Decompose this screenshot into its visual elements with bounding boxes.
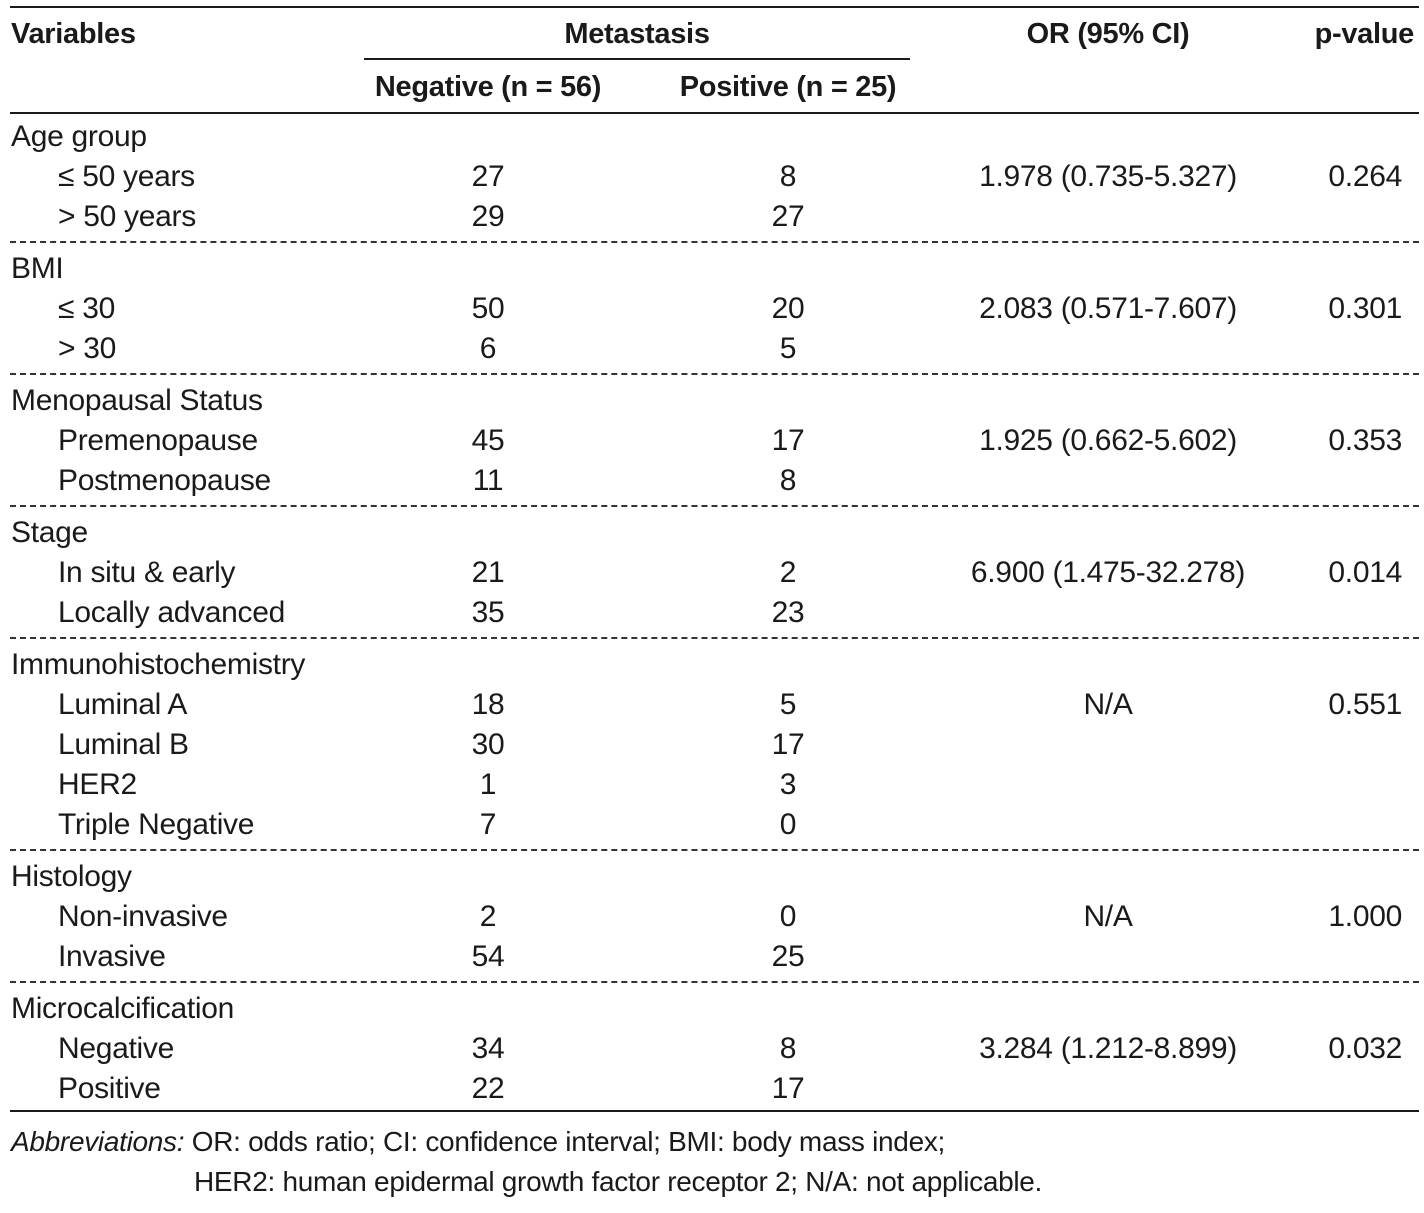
- row-label: Luminal A: [58, 688, 188, 721]
- row-label: ≤ 30: [58, 292, 115, 325]
- cell-positive: 3: [779, 768, 797, 801]
- cell-negative: 50: [471, 292, 505, 325]
- footnote-line-2: HER2: human epidermal growth factor rece…: [194, 1166, 1043, 1197]
- row-label: > 50 years: [58, 200, 196, 233]
- header-variables: Variables: [11, 18, 136, 50]
- cell-p-value: 0.264: [1328, 160, 1402, 193]
- group-divider: [10, 241, 1419, 243]
- cell-p-value: 0.301: [1328, 292, 1402, 325]
- cell-negative: 6: [479, 332, 497, 365]
- table-top-rule: [10, 6, 1419, 8]
- table-bottom-rule: [10, 1110, 1419, 1112]
- cell-negative: 22: [471, 1072, 505, 1105]
- row-label: Triple Negative: [58, 808, 255, 841]
- group-label: Stage: [11, 516, 88, 549]
- header-negative: Negative (n = 56): [374, 71, 602, 103]
- row-label: In situ & early: [58, 556, 236, 589]
- group-divider: [10, 849, 1419, 851]
- header-bottom-rule: [10, 112, 1419, 114]
- cell-positive: 17: [771, 728, 805, 761]
- row-label: Negative: [58, 1032, 175, 1065]
- cell-negative: 27: [471, 160, 505, 193]
- cell-positive: 25: [771, 940, 805, 973]
- cell-positive: 20: [771, 292, 805, 325]
- header-metastasis: Metastasis: [564, 18, 710, 50]
- cell-negative: 7: [479, 808, 497, 841]
- cell-positive: 0: [779, 900, 797, 933]
- group-label: Menopausal Status: [11, 384, 263, 417]
- group-divider: [10, 505, 1419, 507]
- group-label: Histology: [11, 860, 132, 893]
- cell-odds-ratio: 1.978 (0.735-5.327): [979, 160, 1237, 193]
- cell-positive: 23: [771, 596, 805, 629]
- cell-p-value: 0.014: [1328, 556, 1402, 589]
- row-label: Invasive: [58, 940, 166, 973]
- cell-negative: 1: [479, 768, 497, 801]
- cell-positive: 2: [779, 556, 797, 589]
- row-label: HER2: [58, 768, 137, 801]
- cell-positive: 17: [771, 1072, 805, 1105]
- cell-odds-ratio: 3.284 (1.212-8.899): [979, 1032, 1237, 1065]
- cell-odds-ratio: 6.900 (1.475-32.278): [970, 556, 1246, 589]
- cell-positive: 8: [779, 160, 797, 193]
- cell-odds-ratio: 1.925 (0.662-5.602): [979, 424, 1237, 457]
- cell-p-value: 0.551: [1328, 688, 1402, 721]
- cell-negative: 45: [471, 424, 505, 457]
- group-divider: [10, 637, 1419, 639]
- row-label: Non-invasive: [58, 900, 228, 933]
- cell-odds-ratio: 2.083 (0.571-7.607): [979, 292, 1237, 325]
- cell-positive: 5: [779, 332, 797, 365]
- cell-negative: 54: [471, 940, 505, 973]
- cell-positive: 27: [771, 200, 805, 233]
- cell-negative: 29: [471, 200, 505, 233]
- cell-odds-ratio: N/A: [1083, 900, 1133, 933]
- header-pvalue: p-value: [1314, 18, 1415, 50]
- cell-negative: 2: [479, 900, 497, 933]
- header-positive: Positive (n = 25): [679, 71, 897, 103]
- cell-positive: 8: [779, 464, 797, 497]
- cell-negative: 11: [472, 464, 504, 497]
- cell-positive: 17: [771, 424, 805, 457]
- metastasis-underline: [364, 58, 910, 60]
- group-label: Immunohistochemistry: [11, 648, 306, 681]
- footnote-line-1: Abbreviations: OR: odds ratio; CI: confi…: [11, 1122, 945, 1162]
- group-label: Age group: [11, 120, 147, 153]
- cell-negative: 21: [471, 556, 505, 589]
- cell-positive: 5: [779, 688, 797, 721]
- header-or: OR (95% CI): [1026, 18, 1190, 50]
- cell-p-value: 1.000: [1328, 900, 1402, 933]
- cell-p-value: 0.353: [1328, 424, 1402, 457]
- group-divider: [10, 981, 1419, 983]
- row-label: Positive: [58, 1072, 161, 1105]
- cell-positive: 0: [779, 808, 797, 841]
- row-label: ≤ 50 years: [58, 160, 195, 193]
- row-label: Locally advanced: [58, 596, 286, 629]
- row-label: Premenopause: [58, 424, 258, 457]
- group-label: BMI: [11, 252, 64, 285]
- cell-negative: 35: [471, 596, 505, 629]
- cell-negative: 30: [471, 728, 505, 761]
- footnote-text-1: OR: odds ratio; CI: confidence interval;…: [184, 1126, 946, 1157]
- row-label: Luminal B: [58, 728, 189, 761]
- cell-negative: 18: [471, 688, 505, 721]
- row-label: > 30: [58, 332, 117, 365]
- cell-odds-ratio: N/A: [1083, 688, 1133, 721]
- group-label: Microcalcification: [11, 992, 234, 1025]
- row-label: Postmenopause: [58, 464, 271, 497]
- group-divider: [10, 373, 1419, 375]
- cell-negative: 34: [471, 1032, 505, 1065]
- footnote-prefix: Abbreviations:: [11, 1126, 185, 1157]
- cell-positive: 8: [779, 1032, 797, 1065]
- cell-p-value: 0.032: [1328, 1032, 1402, 1065]
